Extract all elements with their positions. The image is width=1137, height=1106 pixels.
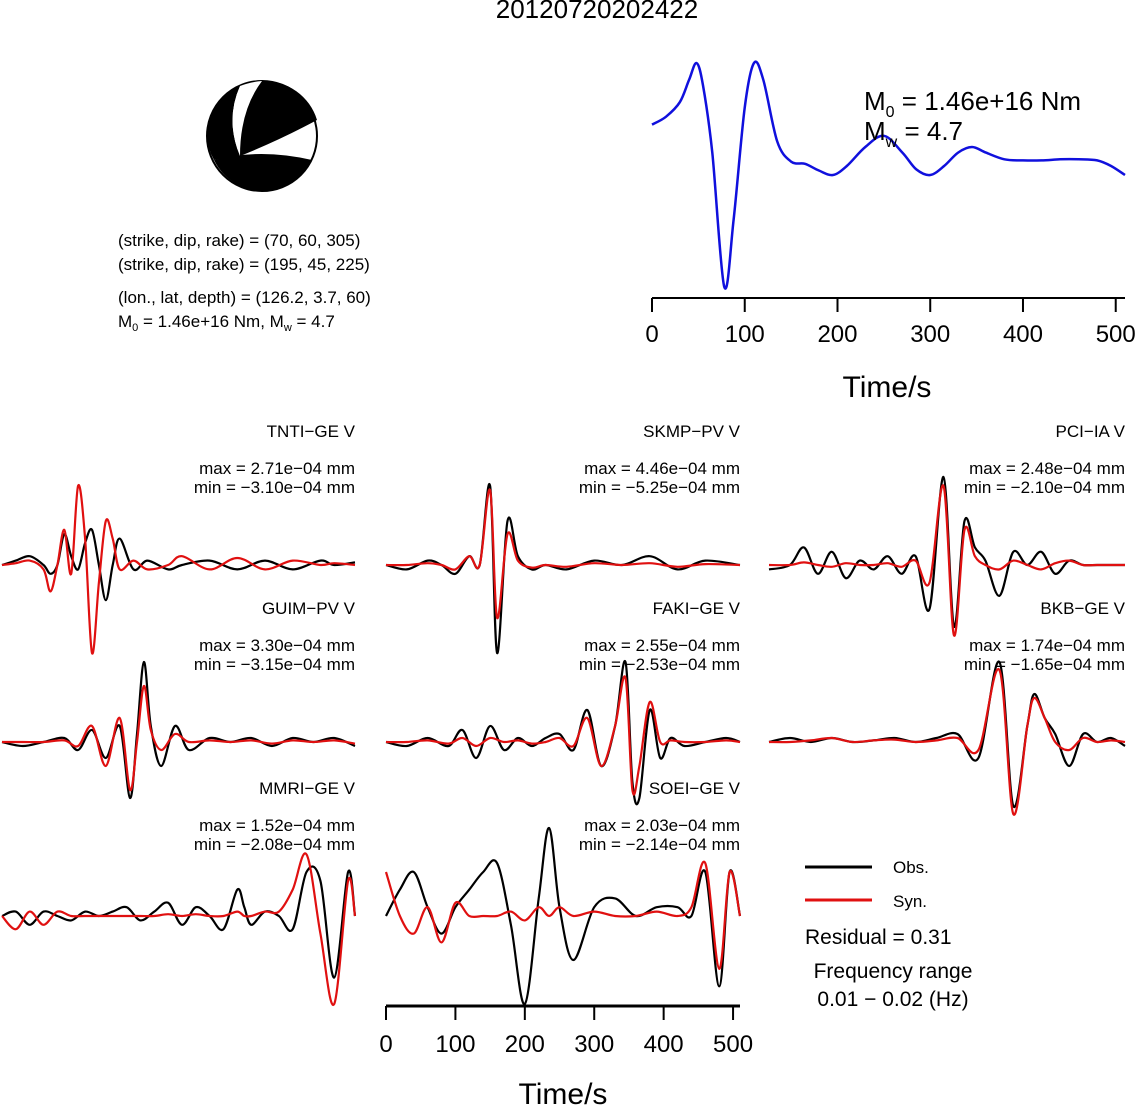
beachball-icon bbox=[206, 80, 318, 192]
syn-trace bbox=[1, 484, 356, 655]
waveform-x-tick-label: 0 bbox=[379, 1031, 392, 1058]
legend-obs-label: Obs. bbox=[893, 858, 929, 877]
stf-x-tick-label: 400 bbox=[1003, 321, 1043, 348]
waveform-x-tick-label: 200 bbox=[505, 1031, 545, 1058]
station-min: min = −2.53e−04 mm bbox=[579, 655, 740, 674]
obs-trace bbox=[385, 826, 742, 1006]
station-max: max = 2.55e−04 mm bbox=[584, 636, 740, 655]
station-name: PCI−IA V bbox=[1056, 422, 1126, 441]
station-name: GUIM−PV V bbox=[262, 599, 356, 618]
station-min: min = −2.14e−04 mm bbox=[579, 835, 740, 854]
stf-curve bbox=[651, 60, 1126, 290]
obs-trace bbox=[1, 865, 357, 979]
syn-trace bbox=[384, 860, 742, 970]
station-min: min = −2.10e−04 mm bbox=[964, 478, 1125, 497]
frequency-value: 0.01 − 0.02 (Hz) bbox=[817, 988, 968, 1011]
station-max: max = 1.74e−04 mm bbox=[969, 636, 1125, 655]
stf-x-tick-label: 0 bbox=[645, 321, 658, 348]
waveform-xlabel: Time/s bbox=[519, 1078, 608, 1106]
waveform-x-tick-label: 400 bbox=[644, 1031, 684, 1058]
legend-syn-label: Syn. bbox=[893, 892, 927, 911]
waveform-x-tick-label: 300 bbox=[574, 1031, 614, 1058]
m0-value: = 1.46e+16 Nm, M bbox=[138, 312, 284, 331]
m0-sub: 0 bbox=[132, 322, 138, 334]
station-min: min = −3.10e−04 mm bbox=[194, 478, 355, 497]
syn-trace bbox=[385, 675, 741, 796]
waveform-x-tick-label: 100 bbox=[435, 1031, 475, 1058]
mechanism-line-3: (lon., lat, depth) = (126.2, 3.7, 60) bbox=[118, 288, 371, 307]
station-max: max = 3.30e−04 mm bbox=[199, 636, 355, 655]
station-name: SOEI−GE V bbox=[649, 779, 741, 798]
station-name: SKMP−PV V bbox=[643, 422, 741, 441]
stf-x-tick-label: 200 bbox=[817, 321, 857, 348]
station-name: MMRI−GE V bbox=[259, 779, 356, 798]
station-max: max = 4.46e−04 mm bbox=[584, 459, 740, 478]
station-name: TNTI−GE V bbox=[267, 422, 356, 441]
station-min: min = −5.25e−04 mm bbox=[579, 478, 740, 497]
stf-x-tick-label: 300 bbox=[910, 321, 950, 348]
station-max: max = 2.48e−04 mm bbox=[969, 459, 1125, 478]
station-max: max = 2.03e−04 mm bbox=[584, 816, 740, 835]
stf-xlabel: Time/s bbox=[843, 371, 932, 404]
figure-title: 20120720202422 bbox=[496, 0, 698, 24]
source-time-function-plot: 0 100 200 300 400 500 bbox=[645, 60, 1136, 348]
syn-trace bbox=[768, 484, 1125, 637]
station-name: BKB−GE V bbox=[1040, 599, 1125, 618]
obs-trace bbox=[768, 660, 1126, 809]
stf-x-tick-label: 500 bbox=[1096, 321, 1136, 348]
station-min: min = −3.15e−04 mm bbox=[194, 655, 355, 674]
mw-value: = 4.7 bbox=[292, 312, 335, 331]
station-max: max = 2.71e−04 mm bbox=[199, 459, 355, 478]
station-name: FAKI−GE V bbox=[653, 599, 741, 618]
mechanism-line-1: (strike, dip, rake) = (70, 60, 305) bbox=[118, 231, 360, 250]
station-max: max = 1.52e−04 mm bbox=[199, 816, 355, 835]
stf-mw-label: Mw = 4.7 bbox=[864, 116, 963, 151]
station-min: min = −2.08e−04 mm bbox=[194, 835, 355, 854]
obs-trace bbox=[1, 527, 356, 602]
syn-trace bbox=[768, 668, 1126, 816]
residual-text: Residual = 0.31 bbox=[805, 926, 952, 949]
legend: Obs. Syn. bbox=[805, 858, 929, 911]
mw-sub: w bbox=[283, 322, 292, 334]
m0-label: M bbox=[118, 312, 132, 331]
syn-trace bbox=[385, 488, 741, 619]
frequency-label: Frequency range bbox=[814, 960, 973, 983]
stf-x-tick-label: 100 bbox=[725, 321, 765, 348]
syn-trace bbox=[1, 852, 357, 1006]
stf-m0-label: M0 = 1.46e+16 Nm bbox=[864, 86, 1081, 121]
obs-trace bbox=[385, 482, 741, 655]
waveform-x-tick-label: 500 bbox=[713, 1031, 753, 1058]
obs-trace bbox=[1, 660, 356, 800]
syn-trace bbox=[1, 684, 356, 792]
mechanism-line-2: (strike, dip, rake) = (195, 45, 225) bbox=[118, 255, 370, 274]
station-min: min = −1.65e−04 mm bbox=[964, 655, 1125, 674]
mechanism-line-4: M0 = 1.46e+16 Nm, Mw = 4.7 bbox=[118, 312, 335, 334]
